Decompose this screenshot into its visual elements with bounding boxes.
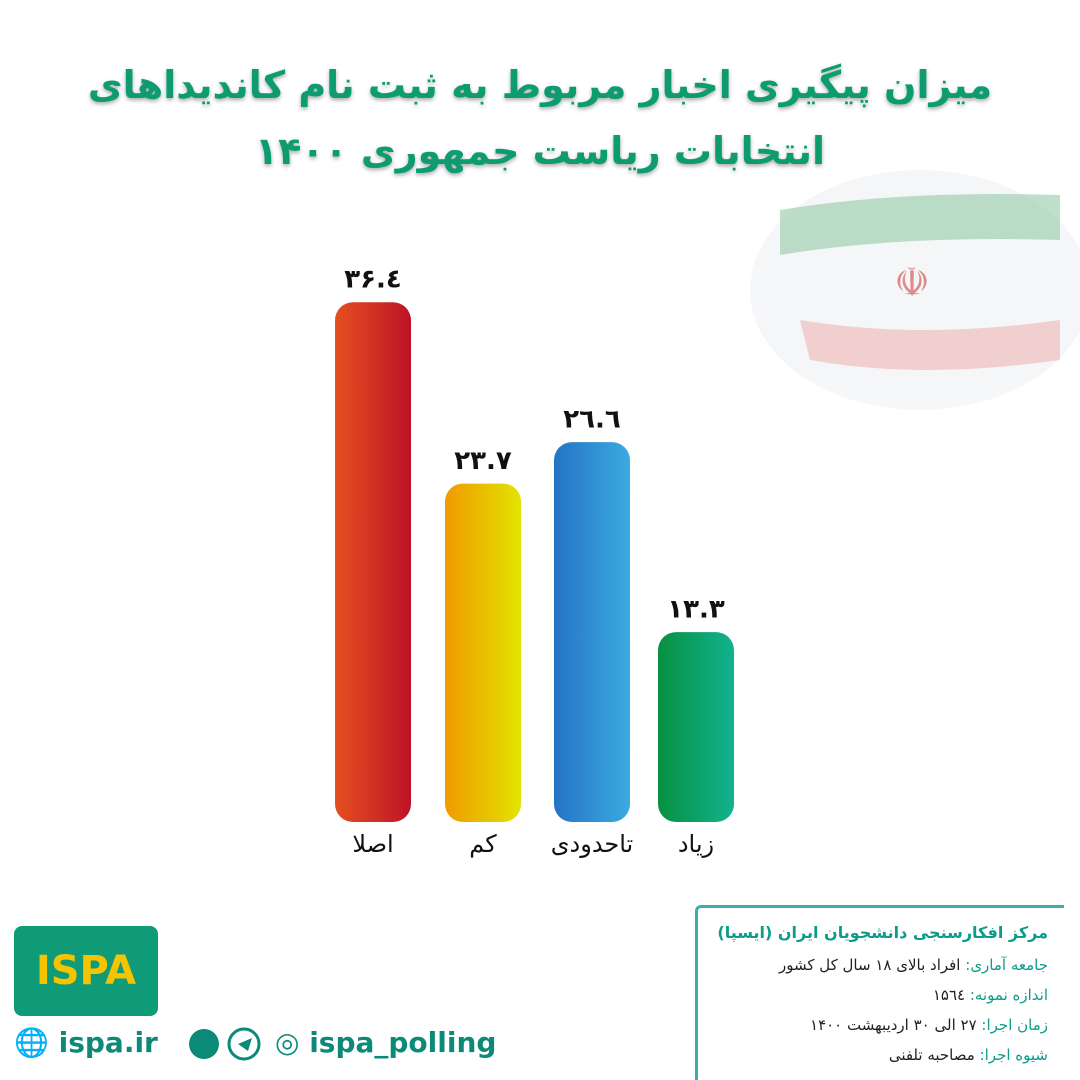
info-value: افراد بالای ۱۸ سال کل کشور — [778, 956, 961, 974]
handle-text: ispa_polling — [309, 1026, 497, 1059]
value-label: ۲۳.۷ — [454, 446, 512, 476]
info-row: جامعه آماری: افراد بالای ۱۸ سال کل کشور — [698, 950, 1048, 980]
handle[interactable]: ◎ ispa_polling — [275, 1026, 496, 1059]
bar — [554, 442, 630, 822]
category-label: زیاد — [678, 830, 714, 858]
category-label: کم — [469, 830, 497, 858]
value-label: ۳۶.٤ — [344, 265, 402, 295]
info-value: مصاحبه تلفنی — [888, 1046, 975, 1064]
chart-title: میزان پیگیری اخبار مربوط به ثبت نام کاند… — [87, 63, 993, 107]
bar — [335, 302, 411, 822]
org-name: مرکز افکارسنجی دانشجویان ایران (ایسپا) — [717, 923, 1048, 942]
info-box: مرکز افکارسنجی دانشجویان ایران (ایسپا) ج… — [695, 905, 1064, 1080]
website[interactable]: 🌐 ispa.ir — [14, 1026, 158, 1059]
website-text: ispa.ir — [58, 1026, 158, 1059]
logo: ISPA — [14, 926, 158, 1016]
info-row: زمان اجرا: ۲۷ الی ۳۰ اردیبهشت ۱۴۰۰ — [698, 1010, 1048, 1040]
globe-icon: 🌐 — [14, 1026, 49, 1059]
info-value: ۲۷ الی ۳۰ اردیبهشت ۱۴۰۰ — [810, 1016, 977, 1034]
value-label: ۲٦.٦ — [563, 405, 621, 435]
flag-decoration: ☫ — [750, 170, 1080, 410]
insta-icon: ◎ — [275, 1026, 300, 1059]
bar — [658, 632, 734, 822]
social-icons — [186, 1026, 266, 1069]
category-label: تاحدودی — [551, 830, 634, 858]
value-label: ۱۳.۳ — [667, 595, 725, 625]
info-value: ۱۵٦٤ — [932, 986, 966, 1004]
bar — [445, 483, 521, 822]
info-label: اندازه نمونه: — [969, 986, 1048, 1004]
info-row: شیوه اجرا: مصاحبه تلفنی — [698, 1040, 1048, 1070]
title-block: میزان پیگیری اخبار مربوط به ثبت نام کاند… — [0, 52, 1080, 184]
chart-subtitle: انتخابات ریاست جمهوری ۱۴۰۰ — [254, 129, 826, 173]
info-row: اندازه نمونه: ۱۵٦٤ — [698, 980, 1048, 1010]
category-label: اصلا — [352, 830, 393, 858]
info-label: شیوه اجرا: — [979, 1046, 1048, 1064]
info-label: جامعه آماری: — [965, 956, 1048, 974]
icons — [189, 1027, 261, 1061]
info-label: زمان اجرا: — [981, 1016, 1048, 1034]
svg-text:☫: ☫ — [894, 260, 930, 306]
